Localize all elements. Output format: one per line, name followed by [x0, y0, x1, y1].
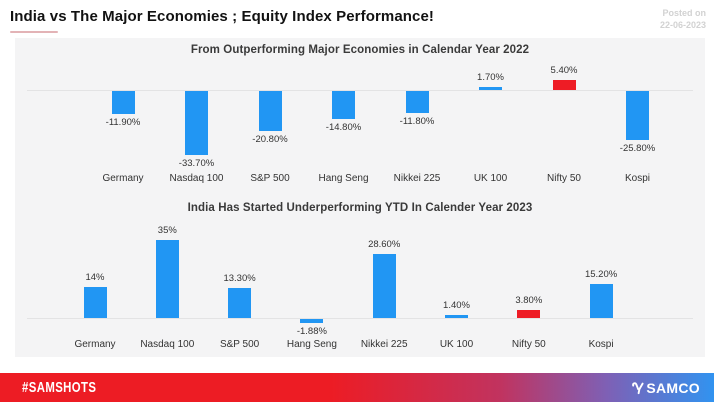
bar-nasdaq-100 — [185, 91, 208, 156]
category-label: UK 100 — [473, 173, 508, 184]
value-label: 3.80% — [515, 294, 543, 306]
value-label: -11.90% — [105, 116, 141, 128]
posted-date: Posted on 22-06-2023 — [660, 7, 706, 31]
value-label: -1.88% — [296, 326, 327, 338]
value-label: -25.80% — [619, 143, 656, 155]
bar-germany — [111, 91, 135, 114]
bar-germany — [83, 286, 107, 318]
posted-on-label: Posted on — [662, 8, 706, 18]
brand-logo: SAMCO — [631, 380, 700, 396]
category-label: Germany — [74, 339, 116, 350]
value-label: 35% — [157, 224, 177, 236]
bar-nifty-50 — [517, 309, 541, 318]
category-label: UK 100 — [439, 339, 474, 350]
bar-kospi — [589, 284, 613, 318]
chart-2022-title: From Outperforming Major Economies in Ca… — [190, 44, 530, 56]
category-label: Kospi — [588, 339, 614, 350]
bar-nasdaq-100 — [155, 239, 179, 318]
chart-2023: India Has Started Underperforming YTD In… — [15, 38, 705, 357]
category-label: S&P 500 — [219, 339, 260, 350]
value-label: 14% — [85, 271, 105, 283]
category-label: Nasdaq 100 — [169, 173, 224, 184]
samshots-hashtag: #SAMSHOTS — [22, 379, 97, 396]
bar-nikkei-225 — [372, 254, 396, 318]
category-label: Nifty 50 — [547, 173, 581, 184]
bar-nikkei-225 — [405, 91, 429, 114]
chart-2022: From Outperforming Major Economies in Ca… — [15, 38, 705, 357]
category-label: S&P 500 — [250, 173, 290, 184]
category-label: Nikkei 225 — [360, 339, 408, 350]
bar-s-p-500 — [228, 288, 252, 318]
category-label: Nasdaq 100 — [140, 339, 195, 350]
category-label: Hang Seng — [318, 173, 369, 184]
value-label: -14.80% — [325, 122, 362, 134]
bar-hang-seng — [332, 91, 355, 120]
value-label: 5.40% — [550, 64, 578, 76]
value-label: -20.80% — [252, 133, 288, 145]
category-label: Hang Seng — [286, 339, 337, 350]
bar-uk-100 — [445, 314, 468, 318]
value-label: 15.20% — [584, 269, 618, 281]
value-label: -33.70% — [178, 158, 215, 170]
posted-date-value: 22-06-2023 — [659, 20, 706, 30]
category-label: Kospi — [624, 173, 650, 184]
category-label: Germany — [102, 173, 144, 184]
value-label: 28.60% — [368, 239, 401, 251]
value-label: 13.30% — [223, 273, 256, 285]
baseline-gridline — [27, 318, 693, 319]
value-label: -11.80% — [399, 116, 435, 128]
bar-hang-seng — [300, 319, 324, 324]
category-label: Nifty 50 — [511, 339, 546, 350]
category-label: Nikkei 225 — [393, 173, 441, 184]
baseline-gridline — [27, 90, 693, 91]
samco-logo-icon — [632, 381, 644, 394]
value-label: 1.70% — [477, 71, 504, 83]
bar-uk-100 — [479, 86, 502, 90]
page-title: India vs The Major Economies ; Equity In… — [10, 8, 435, 25]
footer-bar: #SAMSHOTS SAMCO — [0, 373, 714, 402]
value-label: 1.40% — [443, 299, 470, 311]
brand-name: SAMCO — [646, 379, 700, 396]
title-underline — [10, 31, 58, 33]
bar-s-p-500 — [258, 91, 282, 131]
charts-panel: From Outperforming Major Economies in Ca… — [15, 38, 705, 357]
bar-nifty-50 — [552, 79, 576, 90]
bar-kospi — [626, 91, 649, 141]
chart-2023-title: India Has Started Underperforming YTD In… — [187, 202, 533, 214]
